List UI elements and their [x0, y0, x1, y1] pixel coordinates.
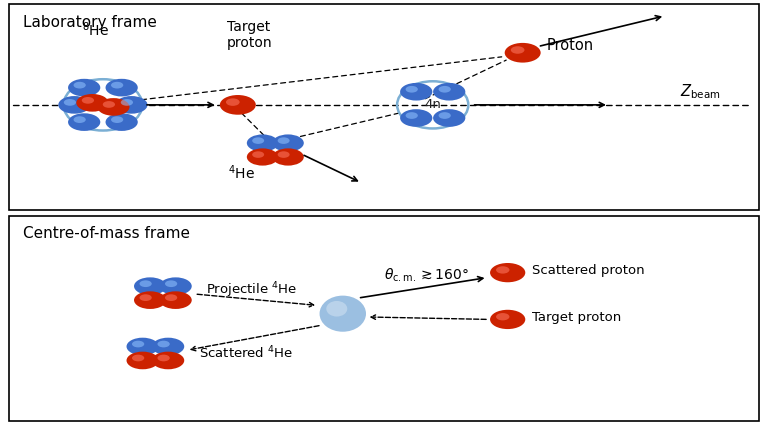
Text: $^8$He: $^8$He [82, 20, 109, 38]
Circle shape [247, 148, 278, 165]
Circle shape [433, 109, 465, 127]
Circle shape [127, 338, 159, 356]
Circle shape [132, 355, 144, 361]
Circle shape [134, 277, 166, 295]
Circle shape [247, 134, 278, 152]
Text: $\theta_{\mathrm{c.m.}}\gtrsim 160\degree$: $\theta_{\mathrm{c.m.}}\gtrsim 160\degre… [384, 267, 468, 284]
Circle shape [127, 352, 159, 369]
Circle shape [490, 310, 525, 329]
Circle shape [406, 112, 418, 119]
Circle shape [68, 113, 101, 131]
Text: Laboratory frame: Laboratory frame [23, 15, 157, 29]
Circle shape [226, 98, 240, 106]
Circle shape [140, 280, 152, 287]
Circle shape [439, 112, 451, 119]
Circle shape [400, 83, 432, 101]
Circle shape [406, 86, 418, 92]
Circle shape [278, 137, 290, 144]
Circle shape [152, 352, 184, 369]
Circle shape [58, 96, 91, 114]
Bar [9, 216, 759, 421]
Circle shape [160, 277, 192, 295]
Circle shape [74, 82, 86, 89]
Bar [9, 4, 759, 210]
Text: Target proton: Target proton [532, 311, 621, 324]
Circle shape [220, 95, 256, 115]
Circle shape [505, 43, 541, 63]
Ellipse shape [326, 301, 347, 317]
Circle shape [68, 79, 101, 96]
Circle shape [111, 82, 123, 89]
Circle shape [105, 79, 137, 96]
Circle shape [76, 94, 108, 111]
Circle shape [81, 97, 94, 104]
Circle shape [111, 116, 123, 123]
Text: Proton: Proton [547, 38, 594, 53]
Text: $Z_{\mathrm{beam}}$: $Z_{\mathrm{beam}}$ [680, 82, 720, 101]
Circle shape [165, 294, 177, 301]
Ellipse shape [319, 295, 366, 332]
Circle shape [160, 291, 192, 309]
Circle shape [74, 116, 86, 123]
Circle shape [105, 113, 137, 131]
Text: Target
proton: Target proton [227, 20, 272, 50]
Text: Projectile $^4$He: Projectile $^4$He [207, 280, 298, 300]
Circle shape [496, 313, 509, 321]
Circle shape [64, 99, 76, 106]
Circle shape [132, 341, 144, 347]
Circle shape [157, 341, 170, 347]
Circle shape [103, 101, 115, 108]
Circle shape [252, 151, 264, 158]
Circle shape [273, 134, 304, 152]
Text: $^4$He: $^4$He [228, 164, 255, 182]
Text: Centre-of-mass frame: Centre-of-mass frame [23, 226, 190, 241]
Text: Scattered proton: Scattered proton [532, 264, 645, 277]
Circle shape [273, 148, 304, 165]
Circle shape [115, 96, 147, 114]
Circle shape [165, 280, 177, 287]
Circle shape [278, 151, 290, 158]
Text: 4n: 4n [424, 98, 441, 111]
Circle shape [157, 355, 170, 361]
Circle shape [152, 338, 184, 356]
Circle shape [490, 263, 525, 282]
Circle shape [252, 137, 264, 144]
Circle shape [439, 86, 451, 92]
Text: Scattered $^4$He: Scattered $^4$He [199, 344, 293, 361]
Circle shape [134, 291, 166, 309]
Circle shape [496, 266, 509, 273]
Circle shape [98, 98, 130, 116]
Circle shape [511, 46, 525, 54]
Circle shape [433, 83, 465, 101]
Circle shape [121, 99, 133, 106]
Circle shape [140, 294, 152, 301]
Circle shape [400, 109, 432, 127]
